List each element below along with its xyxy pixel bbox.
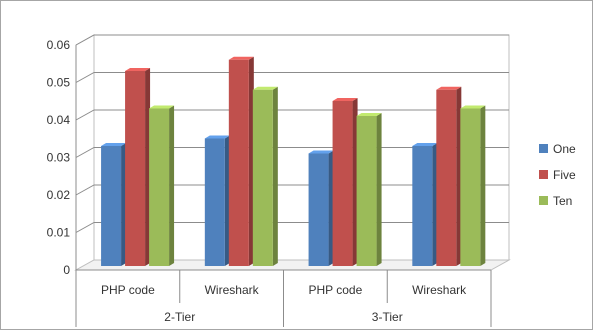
y-tick-label: 0.04 <box>47 113 71 127</box>
bar-ten <box>149 108 170 266</box>
legend-swatch <box>539 144 548 153</box>
bar-top <box>460 105 486 109</box>
group-label: 2-Tier <box>164 310 195 324</box>
bar-side <box>352 98 358 266</box>
y-tick-label: 0.05 <box>47 76 71 90</box>
y-tick-label: 0.01 <box>47 226 71 240</box>
bar-top <box>228 56 254 60</box>
bar-side <box>376 113 382 266</box>
bar-ten <box>356 116 377 266</box>
bar-side <box>169 105 175 266</box>
bar-side <box>121 143 127 266</box>
bar-one <box>308 153 329 266</box>
y-tick-label: 0.03 <box>47 151 71 165</box>
bar-top <box>436 86 462 90</box>
bar-one <box>204 138 225 266</box>
group-label: 3-Tier <box>372 310 403 324</box>
legend-swatch <box>539 196 548 205</box>
bar-five <box>436 89 457 266</box>
bar-side <box>432 143 438 266</box>
y-tick-label: 0.02 <box>47 188 71 202</box>
bar-ten <box>460 108 481 266</box>
bar-top <box>332 98 358 101</box>
bar-top <box>412 143 438 146</box>
bar-side <box>145 68 151 266</box>
legend-label: Ten <box>553 194 572 208</box>
bar-side <box>272 86 278 266</box>
bar-side <box>456 86 462 266</box>
bar-one <box>412 146 433 266</box>
bar-top <box>125 68 151 71</box>
bar-five <box>125 71 146 266</box>
bar-top <box>101 143 127 146</box>
bar-ten <box>252 89 273 266</box>
category-label: PHP code <box>101 283 155 297</box>
y-tick-label: 0.06 <box>47 38 71 52</box>
legend-label: One <box>553 142 576 156</box>
category-label: Wireshark <box>412 283 467 297</box>
bar-side <box>224 135 230 266</box>
bar-top <box>252 86 278 90</box>
legend-label: Five <box>553 168 576 182</box>
bar-side <box>248 56 254 266</box>
bar-one <box>101 146 122 266</box>
bar-side <box>480 105 486 266</box>
gridline <box>75 34 509 46</box>
gridline <box>75 72 509 83</box>
category-label: Wireshark <box>205 283 260 297</box>
legend-swatch <box>539 170 548 179</box>
bar-side <box>328 150 334 266</box>
y-tick-label: 0 <box>63 263 70 277</box>
bar-top <box>149 105 175 109</box>
bar-top <box>308 150 334 154</box>
gridline <box>75 109 509 121</box>
bar-top <box>356 113 382 116</box>
category-label: PHP code <box>308 283 362 297</box>
bar-five <box>332 101 353 266</box>
bar-top <box>204 135 230 139</box>
bar-five <box>228 59 249 266</box>
